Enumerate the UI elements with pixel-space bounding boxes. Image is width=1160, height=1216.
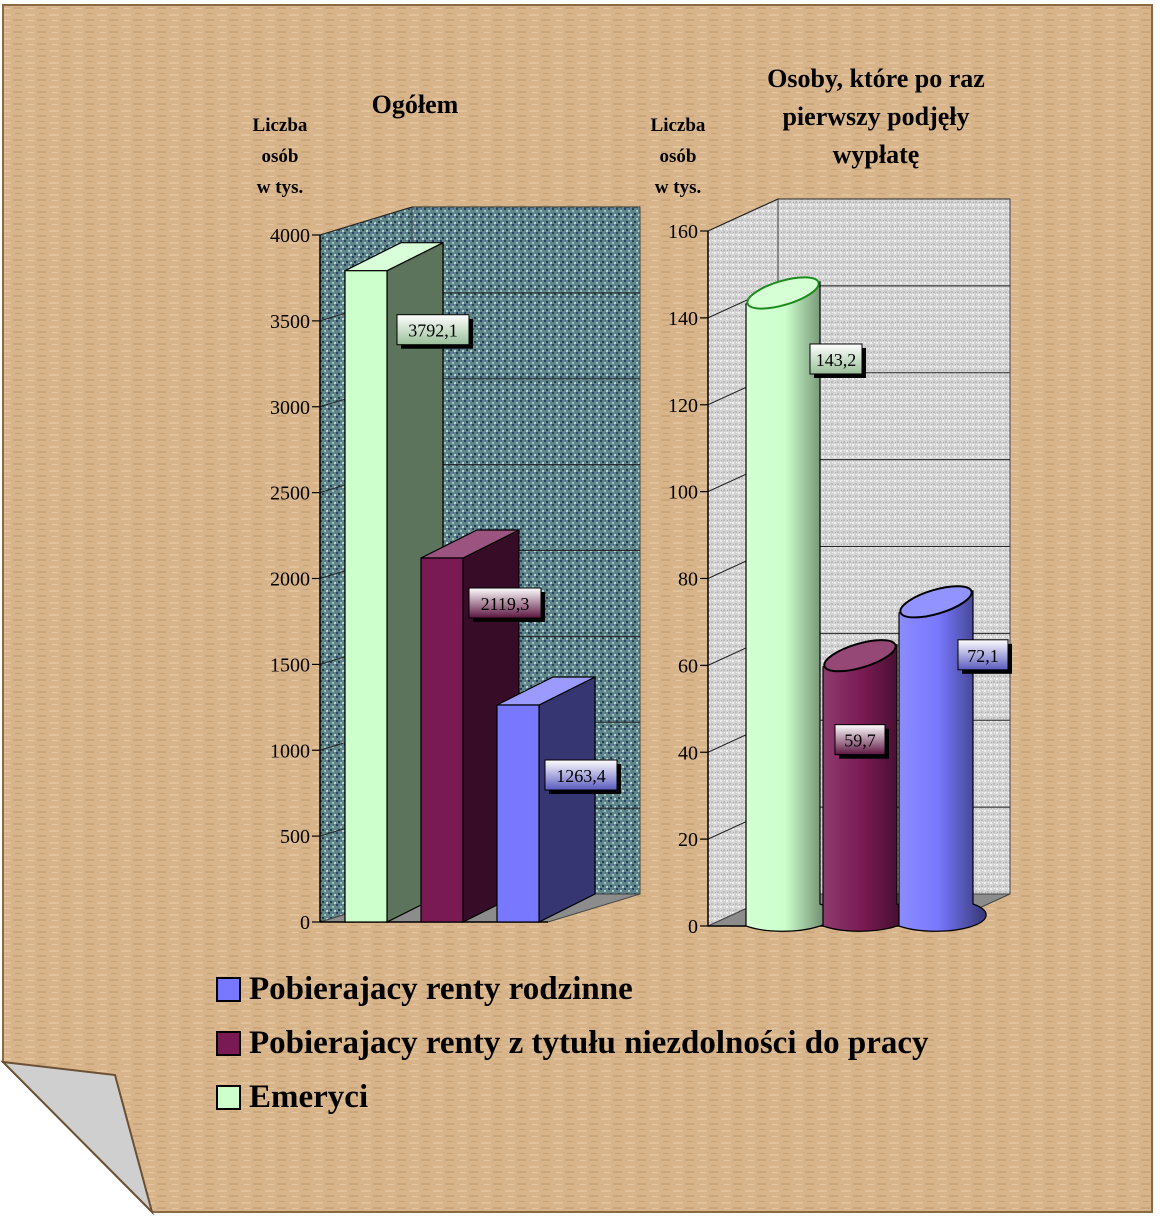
c1-bar-renty-rodzinne-label-box bbox=[544, 759, 618, 791]
c1-bar-renty-niezdolnosc bbox=[420, 557, 464, 923]
c1-bar-emeryci-label-box bbox=[396, 314, 470, 346]
c1-ytick-label: 2000 bbox=[270, 569, 310, 591]
c1-ytick-label: 1000 bbox=[270, 740, 310, 762]
c2-bar-emeryci-data-label: 143,2 bbox=[816, 350, 857, 370]
c2-bar-renty-rodzinne-top bbox=[899, 585, 973, 619]
legend-swatch-emeryci bbox=[216, 1084, 241, 1110]
c1-ytick-label: 2500 bbox=[270, 483, 310, 505]
chart1-ylabel: Liczba osób w tys. bbox=[252, 115, 308, 198]
c1-bar-emeryci-data-label: 3792,1 bbox=[408, 321, 458, 341]
c1-ytick-label: 500 bbox=[280, 826, 310, 848]
legend: Pobierajacy renty rodzinne Pobierajacy r… bbox=[216, 962, 929, 1124]
legend-item-emeryci: Emeryci bbox=[216, 1070, 929, 1124]
c2-bar-emeryci-label-box bbox=[809, 343, 863, 375]
legend-item-renty-niezdolnosc: Pobierajacy renty z tytułu niezdolności … bbox=[216, 1016, 929, 1070]
c1-gridline bbox=[319, 206, 640, 236]
c1-bar-renty-niezdolnosc-data-label: 2119,3 bbox=[481, 594, 530, 614]
legend-label-emeryci: Emeryci bbox=[249, 1078, 369, 1115]
legend-swatch-renty-rodzinne bbox=[216, 976, 241, 1002]
c1-ytick-label: 0 bbox=[300, 912, 310, 934]
chart2-title: Osoby, które po raz pierwszy podjęły wyp… bbox=[767, 64, 985, 169]
c1-bar-renty-rodzinne bbox=[496, 704, 540, 923]
legend-label-renty-niezdolnosc: Pobierajacy renty z tytułu niezdolności … bbox=[249, 1024, 929, 1061]
c2-bar-emeryci-top bbox=[746, 276, 820, 310]
chart2-ylabel: Liczba osób w tys. bbox=[650, 115, 706, 198]
c2-bar-renty-rodzinne bbox=[898, 590, 987, 932]
c1-ytick-label: 3000 bbox=[270, 397, 310, 419]
c2-bar-renty-niezdolnosc-top bbox=[823, 639, 897, 673]
c2-ytick-label: 0 bbox=[688, 916, 698, 938]
c2-bar-renty-niezdolnosc-data-label: 59,7 bbox=[844, 731, 876, 751]
c2-ytick-label: 120 bbox=[668, 395, 698, 417]
c2-bar-renty-niezdolnosc-label-box bbox=[834, 724, 886, 756]
c1-ytick-label: 4000 bbox=[270, 225, 310, 247]
legend-swatch-renty-niezdolnosc bbox=[216, 1030, 241, 1056]
c2-ytick-label: 100 bbox=[668, 482, 698, 504]
c1-ytick-label: 1500 bbox=[270, 654, 310, 676]
c2-bar-renty-rodzinne-data-label: 72,1 bbox=[967, 646, 999, 666]
c2-ytick-label: 80 bbox=[678, 569, 698, 591]
c2-ytick-label: 40 bbox=[678, 742, 698, 764]
c1-ytick-label: 3500 bbox=[270, 311, 310, 333]
c2-ytick-label: 140 bbox=[668, 308, 698, 330]
legend-item-renty-rodzinne: Pobierajacy renty rodzinne bbox=[216, 962, 929, 1016]
c2-bar-emeryci bbox=[745, 281, 834, 932]
c1-bar-renty-rodzinne-data-label: 1263,4 bbox=[556, 766, 606, 786]
c2-gridline bbox=[707, 198, 1010, 232]
c2-ytick-label: 20 bbox=[678, 829, 698, 851]
c2-ytick-label: 60 bbox=[678, 655, 698, 677]
legend-label-renty-rodzinne: Pobierajacy renty rodzinne bbox=[249, 970, 633, 1007]
c2-bar-renty-rodzinne-label-box bbox=[957, 639, 1009, 671]
chart1-title: Ogółem bbox=[371, 90, 459, 119]
c2-ytick-label: 160 bbox=[668, 221, 698, 243]
c1-bar-renty-niezdolnosc-label-box bbox=[468, 587, 542, 619]
c2-bar-renty-niezdolnosc bbox=[822, 643, 911, 932]
c1-bar-emeryci bbox=[344, 270, 388, 923]
